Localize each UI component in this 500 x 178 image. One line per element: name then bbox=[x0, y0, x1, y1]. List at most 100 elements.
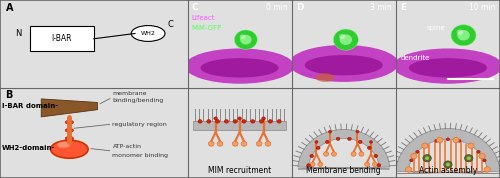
Circle shape bbox=[57, 142, 70, 148]
Text: regulatory region: regulatory region bbox=[112, 122, 167, 127]
Circle shape bbox=[444, 161, 452, 168]
Circle shape bbox=[446, 138, 450, 141]
Circle shape bbox=[328, 130, 332, 133]
Circle shape bbox=[208, 141, 214, 146]
Circle shape bbox=[436, 137, 443, 143]
Circle shape bbox=[326, 140, 329, 144]
Circle shape bbox=[486, 169, 489, 172]
Circle shape bbox=[372, 162, 378, 166]
Ellipse shape bbox=[409, 58, 487, 78]
Circle shape bbox=[356, 130, 359, 133]
Text: WH2-domain-: WH2-domain- bbox=[2, 145, 55, 151]
Circle shape bbox=[306, 164, 310, 167]
Circle shape bbox=[374, 154, 378, 158]
Circle shape bbox=[206, 120, 211, 123]
Circle shape bbox=[453, 137, 459, 143]
Circle shape bbox=[348, 137, 352, 140]
Circle shape bbox=[424, 144, 428, 146]
Circle shape bbox=[242, 120, 246, 123]
Polygon shape bbox=[396, 129, 500, 174]
Circle shape bbox=[217, 141, 223, 146]
Circle shape bbox=[451, 25, 476, 46]
Circle shape bbox=[318, 162, 323, 166]
Text: C: C bbox=[168, 20, 173, 29]
Circle shape bbox=[484, 167, 490, 172]
Circle shape bbox=[483, 159, 486, 162]
Circle shape bbox=[406, 167, 411, 172]
Circle shape bbox=[370, 141, 372, 143]
Circle shape bbox=[256, 141, 262, 146]
Text: spine: spine bbox=[427, 25, 446, 31]
Text: 3 min: 3 min bbox=[370, 3, 392, 12]
Polygon shape bbox=[298, 129, 390, 169]
Circle shape bbox=[198, 120, 202, 123]
Text: A: A bbox=[6, 3, 13, 13]
Circle shape bbox=[65, 120, 74, 124]
Text: ATP-actin: ATP-actin bbox=[112, 144, 142, 149]
Text: binding/bending: binding/bending bbox=[112, 98, 164, 103]
Bar bbox=[192, 121, 286, 130]
Circle shape bbox=[364, 162, 370, 166]
Circle shape bbox=[351, 152, 356, 156]
Circle shape bbox=[131, 26, 165, 41]
Circle shape bbox=[224, 120, 228, 123]
Text: WH2: WH2 bbox=[140, 31, 156, 36]
Circle shape bbox=[232, 141, 238, 146]
Circle shape bbox=[214, 117, 218, 120]
Circle shape bbox=[368, 146, 371, 150]
Circle shape bbox=[260, 120, 264, 123]
Circle shape bbox=[468, 143, 474, 148]
Circle shape bbox=[315, 141, 318, 143]
Circle shape bbox=[423, 155, 432, 162]
Text: B: B bbox=[6, 90, 13, 100]
Circle shape bbox=[358, 140, 362, 144]
Bar bbox=[30, 27, 94, 51]
Text: D: D bbox=[296, 3, 304, 12]
Circle shape bbox=[65, 137, 74, 140]
Text: MIM recruitment: MIM recruitment bbox=[208, 166, 271, 175]
Circle shape bbox=[316, 146, 320, 150]
Text: E: E bbox=[400, 3, 406, 12]
Circle shape bbox=[377, 164, 381, 167]
Text: dendrite: dendrite bbox=[401, 55, 430, 61]
Circle shape bbox=[339, 34, 345, 39]
Circle shape bbox=[262, 117, 266, 120]
Circle shape bbox=[238, 117, 242, 120]
Circle shape bbox=[410, 159, 413, 162]
Circle shape bbox=[479, 153, 485, 159]
Ellipse shape bbox=[289, 45, 399, 82]
Circle shape bbox=[456, 29, 463, 35]
Circle shape bbox=[334, 29, 358, 50]
Circle shape bbox=[458, 30, 470, 41]
Circle shape bbox=[240, 35, 252, 44]
Circle shape bbox=[332, 152, 336, 156]
Text: MIM-GFP: MIM-GFP bbox=[192, 25, 222, 31]
Circle shape bbox=[422, 143, 428, 148]
Text: I-BAR: I-BAR bbox=[52, 34, 72, 43]
Circle shape bbox=[407, 169, 410, 172]
Text: Actin assembly: Actin assembly bbox=[419, 166, 477, 175]
Ellipse shape bbox=[304, 55, 383, 75]
Circle shape bbox=[416, 150, 419, 153]
Circle shape bbox=[240, 34, 246, 39]
Circle shape bbox=[324, 152, 328, 156]
Text: membrane: membrane bbox=[112, 91, 147, 96]
Circle shape bbox=[435, 139, 438, 142]
Circle shape bbox=[359, 152, 364, 156]
Circle shape bbox=[468, 144, 471, 146]
Text: N: N bbox=[16, 29, 22, 38]
Ellipse shape bbox=[393, 48, 500, 84]
Circle shape bbox=[216, 120, 220, 123]
Circle shape bbox=[410, 153, 417, 159]
Circle shape bbox=[50, 140, 88, 158]
Circle shape bbox=[310, 154, 314, 158]
Circle shape bbox=[268, 120, 272, 123]
Circle shape bbox=[250, 120, 255, 123]
Circle shape bbox=[458, 139, 461, 142]
Text: 10 min: 10 min bbox=[470, 3, 496, 12]
Text: monomer binding: monomer binding bbox=[112, 153, 168, 158]
Ellipse shape bbox=[185, 48, 294, 84]
Circle shape bbox=[446, 163, 450, 166]
Circle shape bbox=[477, 150, 480, 153]
Circle shape bbox=[425, 156, 429, 160]
